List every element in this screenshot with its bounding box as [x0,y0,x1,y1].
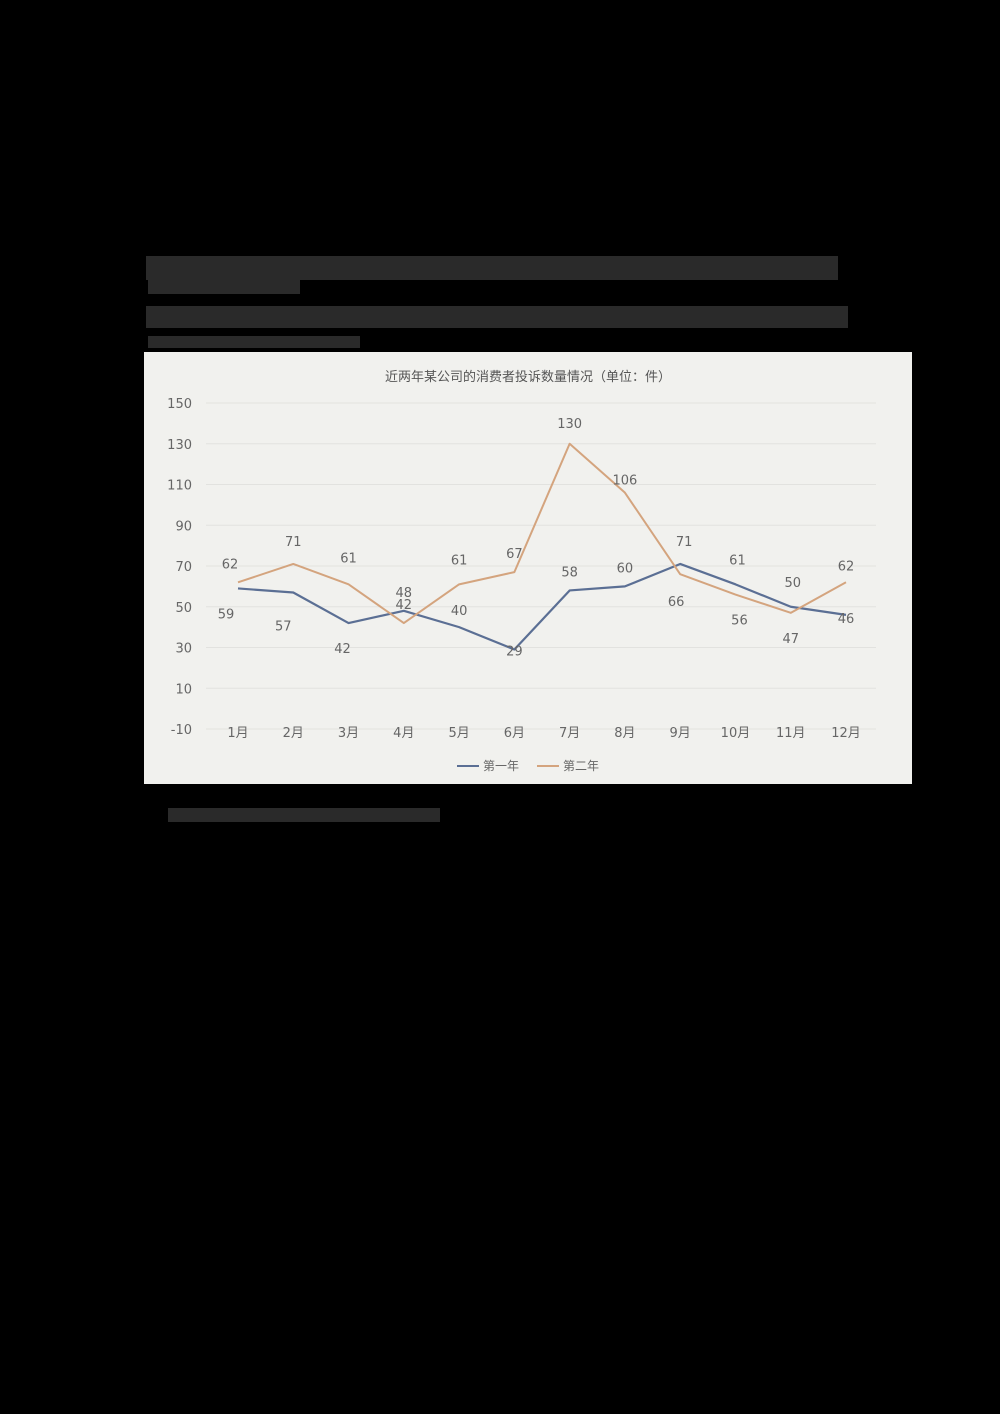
data-label: 40 [451,604,468,619]
line-chart: 近两年某公司的消费者投诉数量情况（单位：件） 150 130 110 90 70 50 30… [144,352,912,784]
legend-item-year2: 第二年 [537,757,599,774]
data-label: 106 [612,474,637,489]
x-tick-label: 7月 [559,726,580,741]
y-tick-label: -10 [171,723,192,738]
data-label: 42 [396,598,413,613]
x-tick-label: 8月 [614,726,635,741]
legend-label-year1: 第一年 [482,759,519,773]
x-tick-label: 11月 [776,726,806,741]
data-label: 47 [782,632,799,647]
chart-plot-area: 150 130 110 90 70 50 30 10 -10 1月 2月 3月 4月 5月 6月 7月 8月 9月… [167,397,876,741]
obscured-question-text-line-1 [146,256,838,280]
y-tick-label: 30 [175,642,192,657]
data-label: 61 [340,551,357,566]
y-tick-label: 130 [167,438,192,453]
data-label: 67 [506,547,523,562]
data-label: 62 [222,557,239,572]
legend-swatch-year2 [537,764,559,767]
x-tick-label: 12月 [831,726,861,741]
data-label: 42 [334,642,351,657]
data-label: 66 [668,595,685,610]
x-tick-label: 3月 [338,726,359,741]
data-label: 29 [506,645,523,660]
x-tick-label: 2月 [283,726,304,741]
data-label: 56 [731,614,748,629]
obscured-question-text-line-3 [148,336,360,348]
x-tick-label: 1月 [227,726,248,741]
obscured-question-text-line-2 [146,306,848,328]
data-label: 62 [838,559,855,574]
x-tick-label: 9月 [670,726,691,741]
x-tick-label: 4月 [393,726,414,741]
data-label: 50 [784,576,801,591]
legend-label-year2: 第二年 [563,759,600,773]
y-tick-label: 110 [167,479,192,494]
series-line-1 [237,562,847,651]
x-tick-label: 10月 [721,726,751,741]
chart-title: 近两年某公司的消费者投诉数量情况（单位：件） [384,370,671,385]
data-label: 59 [218,607,235,622]
data-label: 60 [617,561,634,576]
y-tick-label: 90 [175,519,192,534]
y-tick-label: 70 [175,560,192,575]
y-tick-label: 10 [175,682,192,697]
y-tick-label: 150 [167,397,192,412]
chart-legend: 第一年 第二年 [144,757,912,774]
obscured-question-text-line-1b [148,280,300,294]
series-line-2 [237,442,847,625]
data-label: 61 [451,553,468,568]
obscured-caption-text [168,808,440,822]
data-label: 48 [396,586,413,601]
data-label: 71 [285,535,302,550]
y-tick-label: 50 [175,601,192,616]
x-tick-label: 5月 [448,726,469,741]
data-label: 61 [729,553,746,568]
data-label: 46 [838,612,855,627]
x-tick-label: 6月 [504,726,525,741]
data-label: 57 [275,619,292,634]
data-label: 58 [561,565,578,580]
legend-item-year1: 第一年 [456,757,519,774]
data-label: 130 [557,417,582,432]
legend-swatch-year1 [456,764,479,767]
data-label: 71 [676,535,693,550]
